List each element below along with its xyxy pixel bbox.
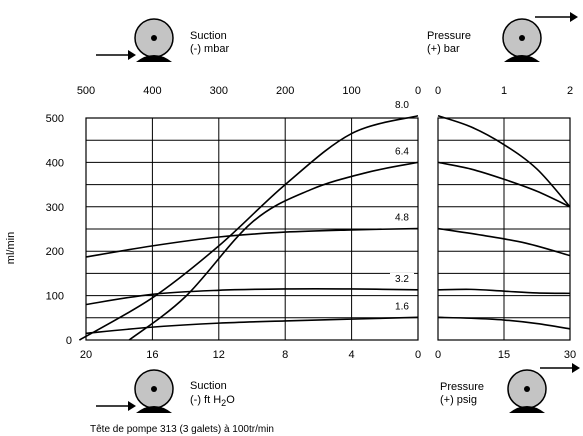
bar-tick-label: 0: [435, 85, 441, 97]
pump-hub-icon: [151, 386, 157, 392]
ft-h2o-tick-label: 20: [80, 349, 92, 361]
pump-icon-pressure-bottom: [507, 363, 580, 413]
pump-base-icon: [136, 55, 172, 62]
curve-label-bg: [390, 272, 414, 285]
pump-base-icon: [509, 406, 545, 413]
curve-pressure-6.4: [437, 161, 571, 208]
y-tick-label: 300: [46, 202, 64, 214]
psig-tick-label: 15: [498, 349, 510, 361]
curve-label-6.4: 6.4: [395, 146, 409, 157]
curve-pressure-4.8: [437, 227, 571, 257]
curve-suction-4.8: [85, 227, 419, 258]
ft-h2o-tick-label: 12: [213, 349, 225, 361]
suction-bottom-unit-sub: 2: [221, 398, 226, 408]
suction-top-title: Suction: [190, 30, 227, 42]
curve-suction-3.2: [85, 287, 419, 306]
mbar-tick-label: 200: [276, 85, 294, 97]
y-tick-label: 100: [46, 291, 64, 303]
suction-bottom-unit: (-) ft H2O: [190, 394, 235, 408]
pressure-top-unit: (+) bar: [427, 43, 460, 55]
ft-h2o-tick-label: 8: [282, 349, 288, 361]
mbar-tick-label: 100: [342, 85, 360, 97]
y-tick-label: 500: [46, 113, 64, 125]
pump-icon-pressure-top: [502, 12, 578, 62]
plot-frames: [85, 117, 571, 341]
y-tick-label: 200: [46, 246, 64, 258]
ft-h2o-tick-label: 0: [415, 349, 421, 361]
mbar-tick-label: 300: [210, 85, 228, 97]
pressure-bottom-unit: (+) psig: [440, 394, 477, 406]
curves: [78, 115, 571, 341]
curve-label-bg: [390, 300, 414, 313]
curve-label-4.8: 4.8: [395, 213, 409, 224]
pressure-grid: [437, 118, 571, 340]
pump-hub-icon: [151, 35, 157, 41]
pressure-bottom-title: Pressure: [440, 381, 484, 393]
suction-top-unit: (-) mbar: [190, 43, 229, 55]
curve-suction-8.0: [78, 115, 419, 341]
mbar-tick-label: 400: [143, 85, 161, 97]
curve-pressure-1.6: [437, 316, 571, 330]
bar-tick-label: 1: [501, 85, 507, 97]
suction-plot-frame: [85, 117, 419, 341]
footer-caption: Tête de pompe 313 (3 galets) à 100tr/min: [90, 424, 274, 435]
pressure-plot-frame: [437, 117, 571, 341]
psig-tick-label: 0: [435, 349, 441, 361]
ft-h2o-tick-label: 16: [146, 349, 158, 361]
pump-hub-icon: [519, 35, 525, 41]
curve-label-bg: [390, 145, 414, 158]
suction-bottom-title: Suction: [190, 380, 227, 392]
curve-suction-1.6: [85, 316, 419, 335]
suction-bottom-unit-suffix: O: [226, 394, 235, 406]
curve-label-bg: [390, 98, 414, 111]
arrowhead-icon: [570, 12, 578, 22]
arrowhead-icon: [128, 50, 136, 60]
curve-labels: 8.0 6.4 4.8 3.2 1.6: [390, 98, 414, 313]
bar-tick-label: 2: [567, 85, 573, 97]
curve-label-8.0: 8.0: [395, 100, 409, 111]
tick-labels: 500 400 300 200 100 020 16 12 8 4 00 1 20 15 305004003…: [46, 85, 576, 361]
arrowhead-icon: [572, 363, 580, 373]
y-tick-label: 0: [66, 335, 72, 347]
ft-h2o-tick-label: 4: [349, 349, 355, 361]
curve-pressure-3.2: [437, 288, 571, 295]
psig-tick-label: 30: [564, 349, 576, 361]
y-tick-label: 400: [46, 157, 64, 169]
curve-label-3.2: 3.2: [395, 274, 409, 285]
pressure-top-title: Pressure: [427, 30, 471, 42]
mbar-tick-label: 500: [77, 85, 95, 97]
arrowhead-icon: [128, 401, 136, 411]
curve-suction-6.4: [128, 161, 419, 341]
curve-label-1.6: 1.6: [395, 301, 409, 312]
pump-hub-icon: [524, 386, 530, 392]
suction-bottom-unit-prefix: (-) ft H: [190, 394, 221, 406]
pump-base-icon: [504, 55, 540, 62]
mbar-tick-label: 0: [415, 85, 421, 97]
curve-label-bg: [390, 211, 414, 224]
pump-icon-suction-top: [96, 18, 174, 62]
pump-icon-suction-bottom: [96, 369, 174, 413]
y-axis-label: ml/min: [5, 232, 17, 264]
curve-pressure-8.0: [437, 115, 571, 208]
pump-base-icon: [136, 406, 172, 413]
